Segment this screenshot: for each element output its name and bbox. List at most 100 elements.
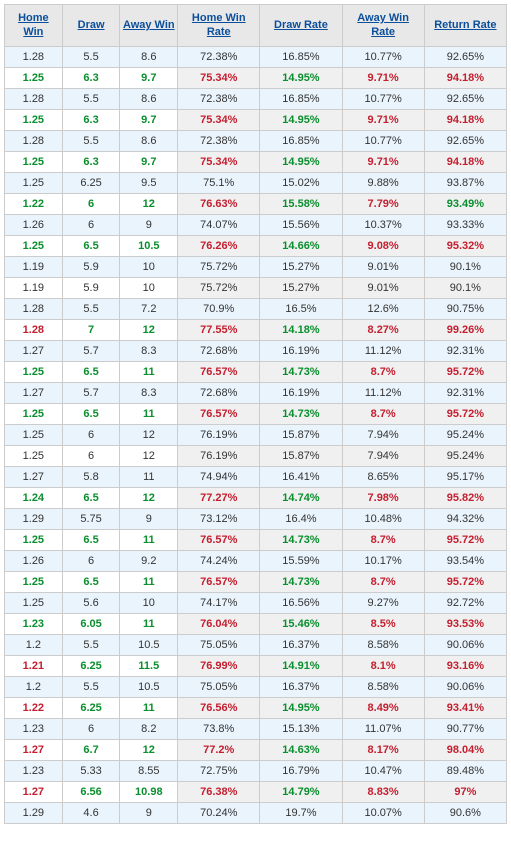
cell-away-win: 10.5 xyxy=(120,676,178,697)
cell-draw-rate: 16.85% xyxy=(260,130,342,151)
cell-away-win: 9.2 xyxy=(120,550,178,571)
cell-away-win: 12 xyxy=(120,193,178,214)
cell-draw-rate: 14.95% xyxy=(260,109,342,130)
col-header-home_win[interactable]: Home Win xyxy=(5,5,63,47)
cell-home-win: 1.28 xyxy=(5,298,63,319)
cell-return-rate: 95.24% xyxy=(424,445,506,466)
cell-return-rate: 92.65% xyxy=(424,46,506,67)
cell-home-win-rate: 76.19% xyxy=(178,445,260,466)
cell-return-rate: 94.18% xyxy=(424,67,506,88)
cell-home-win: 1.25 xyxy=(5,235,63,256)
cell-away-win: 10.98 xyxy=(120,781,178,802)
cell-draw-rate: 16.19% xyxy=(260,382,342,403)
cell-home-win-rate: 76.26% xyxy=(178,235,260,256)
table-row: 1.256.51176.57%14.73%8.7%95.72% xyxy=(5,571,507,592)
table-row: 1.295.75973.12%16.4%10.48%94.32% xyxy=(5,508,507,529)
cell-home-win: 1.25 xyxy=(5,529,63,550)
cell-away-win-rate: 8.1% xyxy=(342,655,424,676)
cell-home-win-rate: 73.8% xyxy=(178,718,260,739)
cell-draw: 6.05 xyxy=(62,613,120,634)
cell-draw-rate: 14.74% xyxy=(260,487,342,508)
cell-away-win: 12 xyxy=(120,445,178,466)
table-row: 1.276.71277.2%14.63%8.17%98.04% xyxy=(5,739,507,760)
cell-away-win: 8.3 xyxy=(120,340,178,361)
cell-away-win-rate: 8.49% xyxy=(342,697,424,718)
cell-away-win: 12 xyxy=(120,487,178,508)
cell-draw-rate: 16.56% xyxy=(260,592,342,613)
cell-home-win-rate: 76.99% xyxy=(178,655,260,676)
cell-home-win: 1.29 xyxy=(5,508,63,529)
cell-return-rate: 90.06% xyxy=(424,676,506,697)
cell-away-win: 10.5 xyxy=(120,235,178,256)
cell-away-win: 11 xyxy=(120,613,178,634)
table-row: 1.195.91075.72%15.27%9.01%90.1% xyxy=(5,256,507,277)
cell-home-win-rate: 74.17% xyxy=(178,592,260,613)
table-row: 1.2561276.19%15.87%7.94%95.24% xyxy=(5,424,507,445)
cell-draw-rate: 14.73% xyxy=(260,529,342,550)
cell-draw: 5.7 xyxy=(62,340,120,361)
table-row: 1.285.57.270.9%16.5%12.6%90.75% xyxy=(5,298,507,319)
cell-home-win-rate: 77.55% xyxy=(178,319,260,340)
cell-draw: 5.9 xyxy=(62,277,120,298)
cell-home-win: 1.23 xyxy=(5,718,63,739)
table-row: 1.2368.273.8%15.13%11.07%90.77% xyxy=(5,718,507,739)
table-row: 1.256.510.576.26%14.66%9.08%95.32% xyxy=(5,235,507,256)
cell-away-win-rate: 9.88% xyxy=(342,172,424,193)
cell-away-win: 11 xyxy=(120,529,178,550)
cell-draw: 5.33 xyxy=(62,760,120,781)
cell-return-rate: 89.48% xyxy=(424,760,506,781)
cell-return-rate: 99.26% xyxy=(424,319,506,340)
cell-away-win: 8.3 xyxy=(120,382,178,403)
cell-draw: 6.25 xyxy=(62,172,120,193)
cell-draw-rate: 16.37% xyxy=(260,634,342,655)
cell-away-win: 9.7 xyxy=(120,151,178,172)
cell-return-rate: 92.65% xyxy=(424,88,506,109)
cell-away-win-rate: 8.58% xyxy=(342,634,424,655)
cell-away-win-rate: 8.27% xyxy=(342,319,424,340)
cell-home-win: 1.2 xyxy=(5,634,63,655)
col-header-return_rate[interactable]: Return Rate xyxy=(424,5,506,47)
cell-draw-rate: 15.02% xyxy=(260,172,342,193)
cell-draw-rate: 16.4% xyxy=(260,508,342,529)
col-header-away_win_rate[interactable]: Away Win Rate xyxy=(342,5,424,47)
cell-home-win: 1.28 xyxy=(5,88,63,109)
cell-home-win-rate: 75.1% xyxy=(178,172,260,193)
cell-away-win: 9 xyxy=(120,508,178,529)
cell-home-win-rate: 75.34% xyxy=(178,109,260,130)
cell-away-win-rate: 9.71% xyxy=(342,151,424,172)
cell-away-win: 9.7 xyxy=(120,67,178,88)
col-header-away_win[interactable]: Away Win xyxy=(120,5,178,47)
cell-away-win-rate: 9.71% xyxy=(342,67,424,88)
cell-draw: 6 xyxy=(62,424,120,445)
cell-home-win: 1.22 xyxy=(5,697,63,718)
table-row: 1.256.51176.57%14.73%8.7%95.72% xyxy=(5,529,507,550)
cell-draw-rate: 15.58% xyxy=(260,193,342,214)
col-header-draw[interactable]: Draw xyxy=(62,5,120,47)
col-header-draw_rate[interactable]: Draw Rate xyxy=(260,5,342,47)
cell-return-rate: 93.16% xyxy=(424,655,506,676)
cell-home-win: 1.25 xyxy=(5,361,63,382)
cell-draw: 6.56 xyxy=(62,781,120,802)
cell-home-win: 1.26 xyxy=(5,550,63,571)
col-header-home_win_rate[interactable]: Home Win Rate xyxy=(178,5,260,47)
cell-away-win-rate: 9.08% xyxy=(342,235,424,256)
cell-away-win-rate: 8.65% xyxy=(342,466,424,487)
table-row: 1.276.5610.9876.38%14.79%8.83%97% xyxy=(5,781,507,802)
cell-draw: 4.6 xyxy=(62,802,120,823)
cell-draw-rate: 15.87% xyxy=(260,445,342,466)
cell-return-rate: 93.33% xyxy=(424,214,506,235)
cell-draw-rate: 16.85% xyxy=(260,46,342,67)
cell-draw: 6.5 xyxy=(62,487,120,508)
cell-draw-rate: 14.95% xyxy=(260,697,342,718)
table-row: 1.285.58.672.38%16.85%10.77%92.65% xyxy=(5,46,507,67)
cell-away-win: 8.2 xyxy=(120,718,178,739)
cell-draw: 6.5 xyxy=(62,403,120,424)
cell-draw: 6 xyxy=(62,445,120,466)
table-row: 1.285.58.672.38%16.85%10.77%92.65% xyxy=(5,130,507,151)
odds-table: Home WinDrawAway WinHome Win RateDraw Ra… xyxy=(4,4,507,824)
cell-home-win: 1.25 xyxy=(5,109,63,130)
cell-draw: 5.5 xyxy=(62,298,120,319)
cell-return-rate: 93.87% xyxy=(424,172,506,193)
cell-draw: 6.25 xyxy=(62,655,120,676)
cell-away-win-rate: 12.6% xyxy=(342,298,424,319)
